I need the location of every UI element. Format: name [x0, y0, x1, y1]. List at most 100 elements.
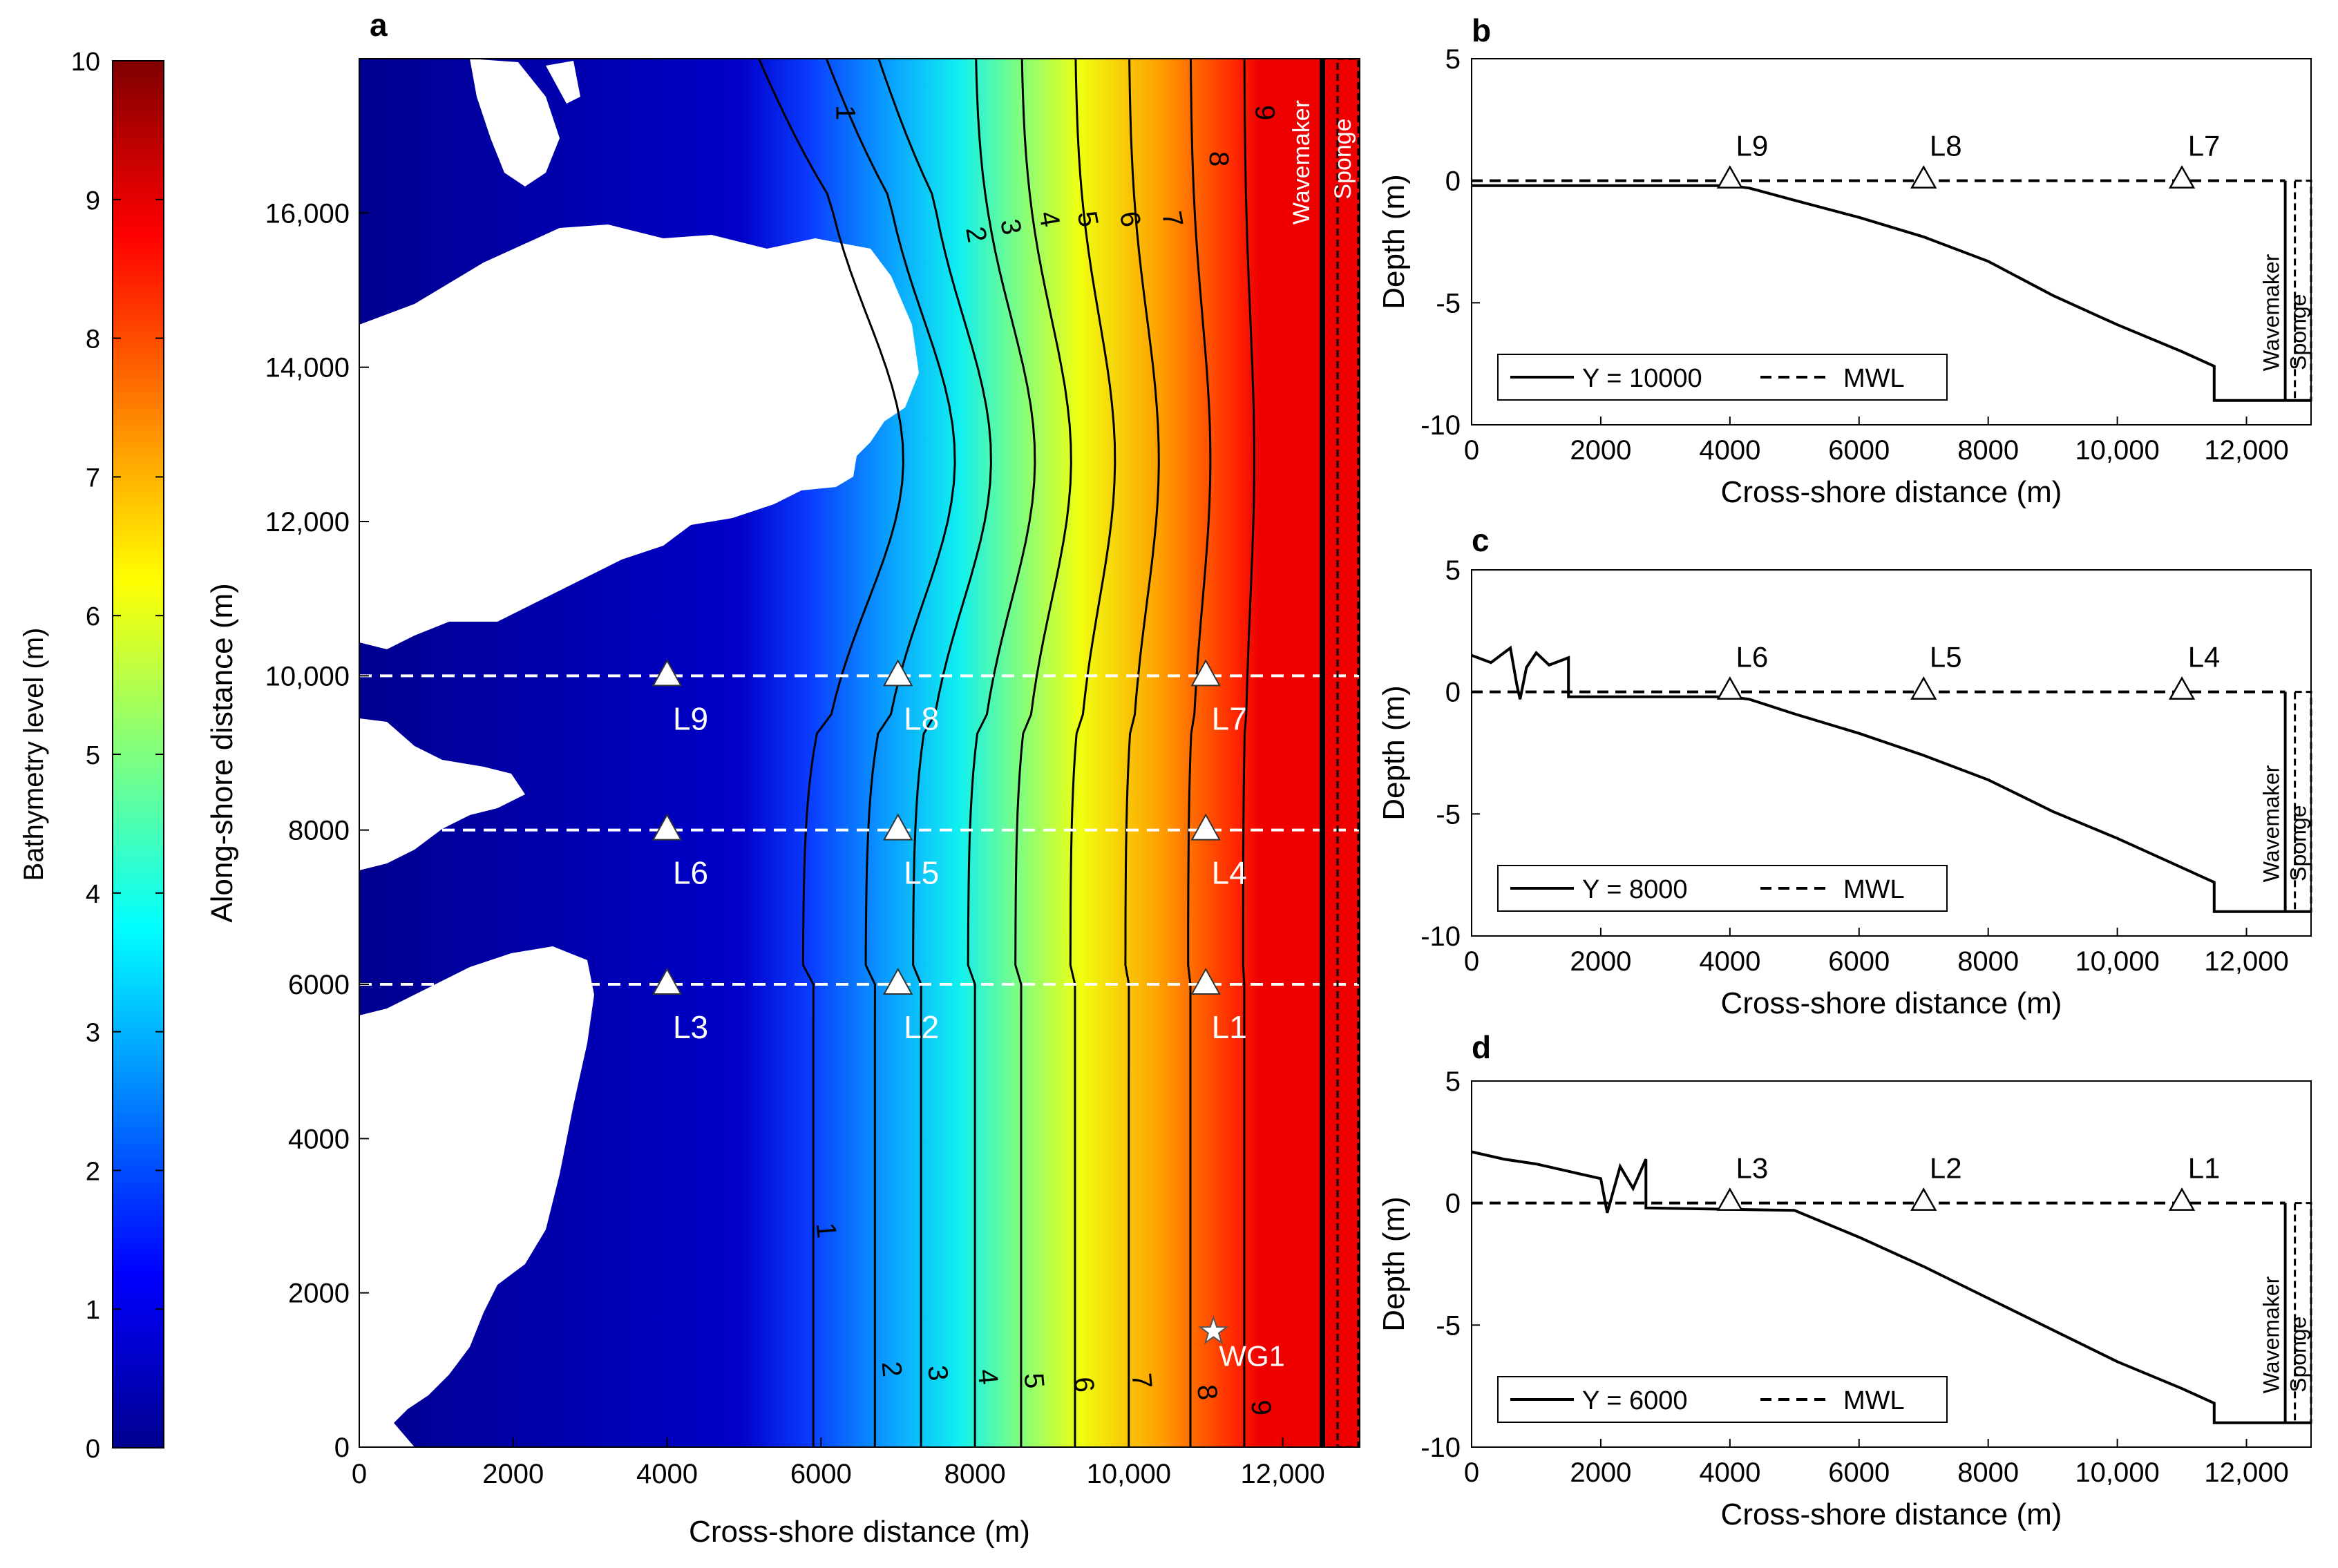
- profile-y-tick-label: -5: [1436, 799, 1461, 830]
- station-marker: [652, 659, 683, 687]
- station-label: L3: [673, 1009, 708, 1045]
- profile-x-tick-label: 8000: [1957, 435, 2019, 466]
- profile-ylabel: Depth (m): [1377, 174, 1411, 309]
- legend-bed-label: Y = 8000: [1582, 875, 1688, 904]
- profile-x-tick-label: 12,000: [2204, 435, 2288, 466]
- colorbar-tick-label: 3: [86, 1019, 100, 1048]
- profile-sponge-box: [2294, 180, 2312, 402]
- profile-y-tick-label: 0: [1445, 678, 1461, 708]
- map-y-tick-label: 4000: [288, 1124, 350, 1154]
- colorbar-tick-label: 4: [86, 880, 100, 909]
- contour-line-2: [825, 59, 956, 1447]
- profile-panel-c: 0 2000 4000 6000 8000 10,000 12,000 5 0 -5 -10 Cros…: [1377, 555, 2312, 1020]
- profile-xlabel: Cross-shore distance (m): [1721, 986, 2062, 1020]
- profile-station-marker: [1716, 676, 1743, 700]
- sponge-box: [1336, 59, 1360, 1447]
- profile-x-tick-label: 12,000: [2204, 946, 2288, 977]
- map-axes: 0 2000 4000 6000 8000 10,000 12,000 0 2000 4000 60…: [265, 198, 1325, 1489]
- profile-x-tick-label: 6000: [1828, 435, 1890, 466]
- land-north: [359, 224, 919, 649]
- profile-station-label: L4: [2188, 641, 2221, 673]
- profile-station-label: L2: [1930, 1152, 1962, 1185]
- contour-label-bottom: 6: [1068, 1376, 1100, 1394]
- profile-ylabel: Depth (m): [1377, 685, 1411, 821]
- station-marker: [882, 659, 913, 687]
- panel-label-b: b: [1472, 12, 1491, 48]
- colorbar-tick-label: 6: [86, 602, 100, 631]
- map-y-tick-label: 12,000: [265, 507, 350, 537]
- profile-station-marker: [1716, 165, 1743, 189]
- contour-label-bottom: 5: [1018, 1372, 1050, 1390]
- profile-sponge-box: [2294, 1202, 2312, 1424]
- colorbar-tick-label: 1: [86, 1296, 100, 1325]
- map-stations: L9 L8 L7 L6 L5 L4 L3 L2 L1 WG1: [652, 659, 1285, 1373]
- profile-sponge-label: Sponge: [2286, 805, 2311, 881]
- map-y-tick-label: 2000: [288, 1279, 350, 1309]
- profile-wavemaker-label: Wavemaker: [2259, 1276, 2283, 1393]
- station-marker: [882, 813, 913, 841]
- map-sponge-label: Sponge: [1330, 118, 1356, 199]
- contour-label-top: 1: [830, 105, 861, 120]
- profile-x-tick-label: 10,000: [2075, 1457, 2159, 1488]
- map-x-tick-label: 4000: [636, 1459, 698, 1489]
- land-islet: [470, 59, 560, 187]
- map-ylabel: Along-shore distance (m): [205, 583, 239, 923]
- colorbar-label: Bathymetry level (m): [19, 628, 49, 881]
- profile-y-tick-label: 0: [1445, 166, 1461, 197]
- contour-label-bottom: 9: [1245, 1399, 1277, 1417]
- contour-label-bottom: 8: [1191, 1384, 1223, 1402]
- legend-mwl-label: MWL: [1843, 364, 1905, 393]
- legend-mwl-label: MWL: [1843, 1386, 1905, 1415]
- profile-wavemaker-label: Wavemaker: [2259, 765, 2283, 882]
- contour-lines: [758, 59, 1255, 1447]
- profile-x-tick-label: 4000: [1699, 1457, 1760, 1488]
- station-label: L5: [904, 855, 939, 891]
- colorbar-tick-label: 7: [86, 463, 100, 493]
- legend-bed-label: Y = 10000: [1582, 364, 1702, 393]
- profile-station-marker: [2168, 1187, 2196, 1211]
- contour-label-top: 8: [1204, 151, 1234, 166]
- profile-y-tick-label: -10: [1420, 921, 1461, 952]
- contour-line-7: [1124, 59, 1160, 1447]
- colorbar: 0 1 2 3 4 5 6 7 8 9 10 Bathymetry level (m): [19, 48, 164, 1464]
- profile-x-tick-label: 6000: [1828, 946, 1890, 977]
- profile-station-marker: [2168, 676, 2196, 700]
- map-wavemaker-label: Wavemaker: [1289, 100, 1315, 224]
- contour-label-bottom: 3: [922, 1364, 953, 1382]
- profile-panel-d: 0 2000 4000 6000 8000 10,000 12,000 5 0 -5 -10 Cros…: [1377, 1067, 2312, 1531]
- profile-x-tick-label: 2000: [1570, 946, 1631, 977]
- profile-y-tick-label: -5: [1436, 288, 1461, 318]
- station-label: L1: [1212, 1009, 1247, 1045]
- contour-label-bottom: 1: [810, 1221, 842, 1239]
- gauge-marker: [1198, 1315, 1229, 1345]
- contour-line-5: [1014, 59, 1072, 1447]
- map-x-tick-label: 0: [352, 1459, 367, 1489]
- contour-label-bottom: 2: [875, 1360, 907, 1378]
- profile-sponge-box: [2294, 691, 2312, 913]
- profile-x-tick-label: 8000: [1957, 946, 2019, 977]
- map-x-tick-label: 2000: [482, 1459, 544, 1489]
- station-marker: [1190, 813, 1221, 841]
- profile-x-tick-label: 8000: [1957, 1457, 2019, 1488]
- colorbar-ticks: 0 1 2 3 4 5 6 7 8 9 10: [71, 48, 164, 1464]
- profile-y-tick-label: 5: [1445, 555, 1461, 586]
- profile-station-label: L8: [1930, 130, 1962, 162]
- profile-x-tick-label: 0: [1464, 435, 1479, 466]
- profile-station-marker: [1910, 676, 1937, 700]
- profile-x-tick-label: 4000: [1699, 946, 1760, 977]
- profile-station-marker: [1910, 165, 1937, 189]
- profile-station-label: L9: [1736, 130, 1768, 162]
- colorbar-tick-label: 0: [86, 1435, 100, 1464]
- colorbar-tick-label: 8: [86, 325, 100, 354]
- map-x-tick-label: 12,000: [1240, 1459, 1324, 1489]
- profile-wavemaker-label: Wavemaker: [2259, 254, 2283, 371]
- map-y-tick-label: 8000: [288, 816, 350, 846]
- profile-panel-b: 0 2000 4000 6000 8000 10,000 12,000 5 0 -5 -10 Cros…: [1377, 44, 2312, 509]
- map-x-tick-label: 8000: [944, 1459, 1006, 1489]
- profile-station-label: L3: [1736, 1152, 1768, 1185]
- map-y-tick-label: 14,000: [265, 353, 350, 383]
- map-x-tick-label: 6000: [790, 1459, 852, 1489]
- contour-label-bottom: 7: [1125, 1372, 1157, 1390]
- contour-label-top: 9: [1250, 105, 1280, 120]
